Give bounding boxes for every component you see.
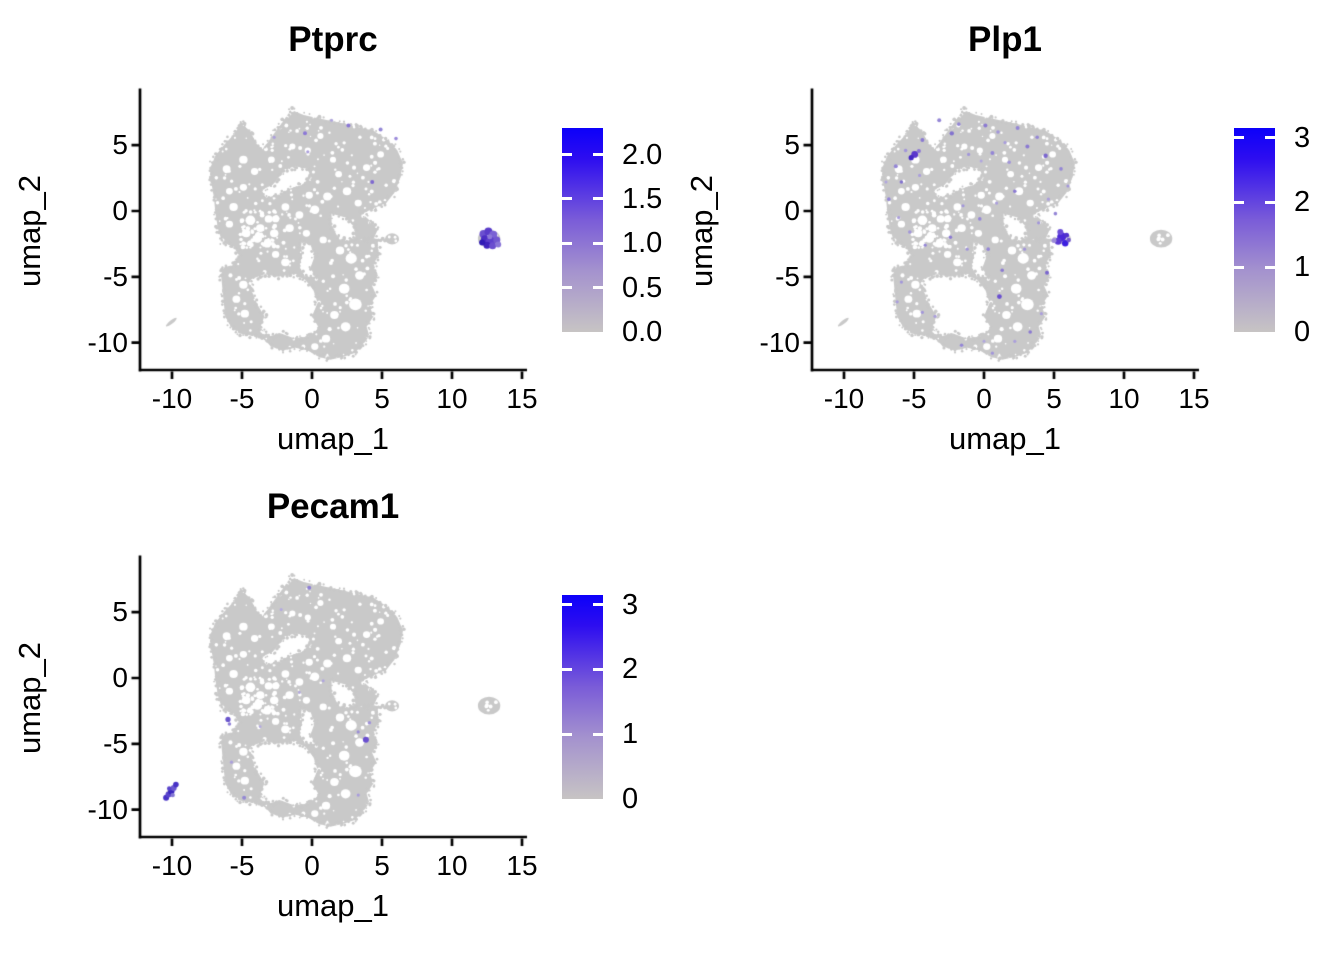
colorbar [1234, 128, 1275, 332]
panel-title: Ptprc [288, 20, 378, 59]
colorbar-tick-mark [593, 732, 603, 736]
x-axis-label: umap_1 [276, 421, 390, 456]
panel-title: Plp1 [968, 20, 1042, 59]
y-tick-label: -10 [87, 794, 128, 825]
x-tick-label: 5 [374, 850, 390, 881]
y-axis-label: umap_2 [12, 174, 47, 288]
colorbar-tick-label: 2 [622, 653, 639, 686]
y-tick-label: -5 [775, 261, 800, 292]
colorbar-tick-mark [593, 667, 603, 671]
x-tick-label: 0 [304, 850, 320, 881]
colorbar-tick-mark [593, 286, 603, 290]
x-tick-label: 15 [506, 850, 538, 881]
panel-pecam1: Pecam1 umap_1 umap_2 -10 -5 0 5 10 15 5 … [0, 467, 672, 960]
colorbar-tick-label: 3 [1294, 121, 1311, 154]
y-tick-label: 0 [112, 195, 128, 226]
colorbar-tick-mark [1265, 200, 1275, 204]
colorbar-tick-mark [593, 241, 603, 245]
colorbar-tick-label: 0 [622, 783, 639, 815]
colorbar-tick-mark [1265, 136, 1275, 140]
x-tick-label: -5 [229, 850, 255, 881]
x-tick-label: 0 [976, 383, 992, 414]
colorbar-tick-mark [593, 603, 603, 607]
y-tick-label: -10 [759, 327, 800, 358]
x-tick-label: -10 [151, 383, 193, 414]
colorbar-tick-mark [562, 732, 572, 736]
colorbar-tick-label: 2.0 [622, 138, 663, 171]
colorbar-tick-mark [562, 667, 572, 671]
x-tick-label: 15 [1178, 383, 1210, 414]
colorbar-tick-mark [562, 241, 572, 245]
umap-scatter-canvas-pecam1 [0, 467, 672, 927]
panel-ptprc: Ptprc umap_1 umap_2 -10 -5 0 5 10 15 5 0… [0, 0, 672, 493]
colorbar-tick-label: 3 [622, 588, 639, 621]
colorbar [562, 128, 603, 332]
colorbar-tick-label: 0.5 [622, 271, 663, 304]
x-tick-label: 10 [436, 383, 468, 414]
panel-title: Pecam1 [266, 487, 400, 526]
colorbar-tick-mark [1234, 136, 1244, 140]
x-tick-label: 10 [1108, 383, 1140, 414]
colorbar-tick-mark [1234, 265, 1244, 269]
y-axis-label: umap_2 [12, 641, 47, 755]
x-tick-label: 5 [1046, 383, 1062, 414]
x-tick-label: 0 [304, 383, 320, 414]
colorbar-tick-label: 0.0 [622, 316, 663, 348]
colorbar-tick-mark [593, 197, 603, 201]
colorbar-tick-mark [562, 197, 572, 201]
colorbar-tick-label: 1.0 [622, 227, 663, 260]
x-axis-label: umap_1 [276, 888, 390, 923]
colorbar [562, 595, 603, 799]
umap-scatter-canvas-plp1 [672, 0, 1344, 460]
y-tick-label: -5 [103, 728, 128, 759]
colorbar-tick-label: 1 [1294, 251, 1311, 284]
x-axis-label: umap_1 [948, 421, 1062, 456]
x-tick-label: -10 [823, 383, 865, 414]
colorbar-tick-label: 1.5 [622, 182, 663, 215]
colorbar-tick-mark [593, 153, 603, 157]
colorbar-tick-mark [562, 286, 572, 290]
y-tick-label: 5 [112, 129, 128, 160]
umap-scatter-canvas-ptprc [0, 0, 672, 460]
y-tick-label: 0 [784, 195, 800, 226]
colorbar-tick-label: 2 [1294, 186, 1311, 219]
x-tick-label: -5 [229, 383, 255, 414]
x-tick-label: -5 [901, 383, 927, 414]
y-tick-label: 5 [784, 129, 800, 160]
y-tick-label: 5 [112, 596, 128, 627]
colorbar-tick-mark [1234, 200, 1244, 204]
x-tick-label: 15 [506, 383, 538, 414]
panel-plp1: Plp1 umap_1 umap_2 -10 -5 0 5 10 15 5 0 … [672, 0, 1344, 493]
y-tick-label: -5 [103, 261, 128, 292]
y-tick-label: -10 [87, 327, 128, 358]
colorbar-tick-label: 1 [622, 718, 639, 751]
x-tick-label: 10 [436, 850, 468, 881]
x-tick-label: -10 [151, 850, 193, 881]
colorbar-tick-mark [562, 153, 572, 157]
colorbar-tick-mark [562, 603, 572, 607]
colorbar-tick-label: 0 [1294, 316, 1311, 348]
x-tick-label: 5 [374, 383, 390, 414]
colorbar-tick-mark [1265, 265, 1275, 269]
y-tick-label: 0 [112, 662, 128, 693]
y-axis-label: umap_2 [684, 174, 719, 288]
